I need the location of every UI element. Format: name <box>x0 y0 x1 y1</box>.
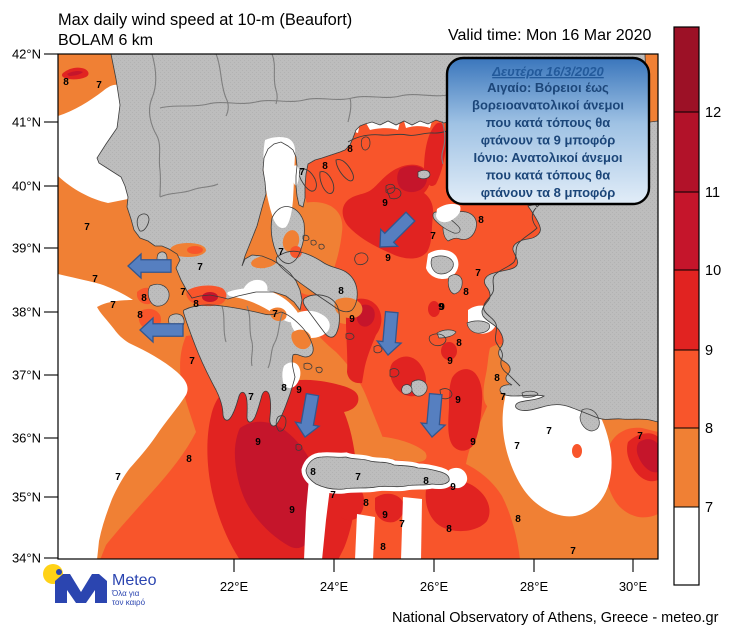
svg-text:40°N: 40°N <box>12 179 41 194</box>
svg-text:7: 7 <box>180 287 186 298</box>
svg-text:38°N: 38°N <box>12 305 41 320</box>
svg-text:φτάνουν τα 9 μποφόρ: φτάνουν τα 9 μποφόρ <box>481 133 616 148</box>
svg-text:22°E: 22°E <box>220 579 249 594</box>
svg-text:7: 7 <box>115 472 121 483</box>
svg-text:βορειοανατολικοί άνεμοι: βορειοανατολικοί άνεμοι <box>472 98 624 113</box>
svg-text:8: 8 <box>347 144 353 155</box>
svg-text:7: 7 <box>110 300 116 311</box>
svg-text:26°E: 26°E <box>420 579 449 594</box>
svg-text:8: 8 <box>478 215 484 226</box>
svg-text:9: 9 <box>450 482 456 493</box>
svg-text:8: 8 <box>141 293 147 304</box>
svg-text:7: 7 <box>197 262 203 273</box>
svg-text:8: 8 <box>380 542 386 553</box>
svg-text:7: 7 <box>500 392 506 403</box>
svg-text:11: 11 <box>705 185 720 201</box>
svg-text:8: 8 <box>423 476 429 487</box>
svg-text:30°E: 30°E <box>619 579 648 594</box>
svg-text:8: 8 <box>446 524 452 535</box>
svg-text:BOLAM 6 km: BOLAM 6 km <box>58 32 153 49</box>
svg-text:Max daily wind speed at 10-m (: Max daily wind speed at 10-m (Beaufort) <box>58 11 352 29</box>
svg-text:9: 9 <box>385 253 391 264</box>
svg-text:9: 9 <box>470 437 476 448</box>
svg-text:9: 9 <box>255 437 261 448</box>
svg-text:12: 12 <box>705 105 721 121</box>
svg-text:9: 9 <box>705 343 713 359</box>
svg-text:7: 7 <box>399 519 405 530</box>
svg-text:10: 10 <box>705 263 721 279</box>
svg-text:Όλα για: Όλα για <box>111 589 140 598</box>
svg-text:34°N: 34°N <box>12 551 41 566</box>
svg-text:8: 8 <box>281 383 287 394</box>
svg-text:7: 7 <box>355 472 361 483</box>
svg-text:8: 8 <box>338 286 344 297</box>
svg-text:8: 8 <box>363 498 369 509</box>
svg-text:που κατά τόπους θα: που κατά τόπους θα <box>486 168 610 183</box>
svg-text:8: 8 <box>63 77 69 88</box>
svg-text:9: 9 <box>296 385 302 396</box>
svg-text:8: 8 <box>463 287 469 298</box>
svg-text:7: 7 <box>96 80 102 91</box>
svg-text:8: 8 <box>193 299 199 310</box>
svg-text:9: 9 <box>289 505 295 516</box>
svg-text:7: 7 <box>705 500 713 516</box>
svg-text:8: 8 <box>705 421 713 437</box>
svg-text:9: 9 <box>455 395 461 406</box>
svg-text:Δευτέρα 16/3/2020: Δευτέρα 16/3/2020 <box>491 64 604 79</box>
svg-text:24°E: 24°E <box>320 579 349 594</box>
svg-text:9: 9 <box>447 356 453 367</box>
svg-text:7: 7 <box>430 231 436 242</box>
svg-text:Valid time: Mon 16 Mar 2020: Valid time: Mon 16 Mar 2020 <box>448 27 651 44</box>
svg-text:7: 7 <box>84 222 90 233</box>
svg-text:τον καιρό: τον καιρό <box>112 598 146 607</box>
svg-text:7: 7 <box>637 431 643 442</box>
svg-text:9: 9 <box>382 510 388 521</box>
svg-text:7: 7 <box>92 274 98 285</box>
svg-text:φτάνουν τα 8 μποφόρ: φτάνουν τα 8 μποφόρ <box>481 185 616 200</box>
svg-text:8: 8 <box>322 161 328 172</box>
svg-text:7: 7 <box>189 356 195 367</box>
svg-text:36°N: 36°N <box>12 431 41 446</box>
svg-text:37°N: 37°N <box>12 368 41 383</box>
svg-text:9: 9 <box>382 198 388 209</box>
svg-text:9: 9 <box>349 314 355 325</box>
svg-text:7: 7 <box>514 441 520 452</box>
svg-text:7: 7 <box>248 392 254 403</box>
svg-text:που κατά τόπους θα: που κατά τόπους θα <box>486 115 610 130</box>
svg-text:8: 8 <box>310 467 316 478</box>
svg-text:8: 8 <box>456 338 462 349</box>
svg-text:8: 8 <box>137 310 143 321</box>
svg-text:41°N: 41°N <box>12 115 41 130</box>
svg-text:Αιγαίο: Βόρειοι έως: Αιγαίο: Βόρειοι έως <box>487 80 609 95</box>
svg-text:7: 7 <box>299 167 305 178</box>
svg-text:39°N: 39°N <box>12 241 41 256</box>
svg-text:8: 8 <box>494 373 500 384</box>
svg-text:7: 7 <box>278 247 284 258</box>
svg-text:35°N: 35°N <box>12 490 41 505</box>
svg-text:9: 9 <box>439 302 445 313</box>
svg-text:7: 7 <box>272 309 278 320</box>
svg-text:42°N: 42°N <box>12 47 41 62</box>
svg-text:National Observatory of Athens: National Observatory of Athens, Greece -… <box>392 610 719 626</box>
svg-text:Meteo: Meteo <box>112 572 157 589</box>
svg-text:7: 7 <box>475 268 481 279</box>
svg-text:7: 7 <box>546 426 552 437</box>
svg-text:Ιόνιο: Ανατολικοί άνεμοι: Ιόνιο: Ανατολικοί άνεμοι <box>473 150 622 165</box>
svg-text:9: 9 <box>438 302 444 313</box>
svg-text:7: 7 <box>570 546 576 557</box>
svg-text:7: 7 <box>330 490 336 501</box>
svg-text:28°E: 28°E <box>520 579 549 594</box>
svg-text:8: 8 <box>186 454 192 465</box>
svg-text:8: 8 <box>515 514 521 525</box>
